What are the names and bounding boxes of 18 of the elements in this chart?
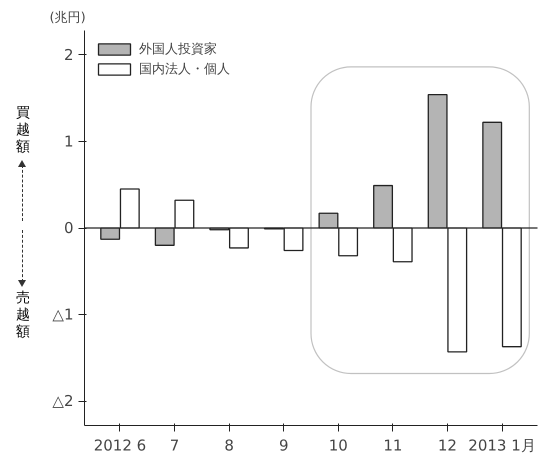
y-tick-label: △2 xyxy=(52,392,74,410)
x-tick-label: 10 xyxy=(328,436,348,454)
label-buy: 買越額 xyxy=(15,105,31,156)
y-tick-label: 2 xyxy=(64,46,74,64)
legend-label: 外国人投資家 xyxy=(139,41,217,58)
x-tick-label: 7 xyxy=(170,436,180,454)
x-tick-label: 9 xyxy=(278,436,288,454)
y-tick-label: 1 xyxy=(64,132,74,150)
label-sell: 売越額 xyxy=(15,290,31,341)
text: (兆円) xyxy=(50,10,86,26)
y-tick-label: △1 xyxy=(52,306,74,324)
x-tick-label: 11 xyxy=(383,436,402,454)
x-tick-label: 12 xyxy=(438,436,457,454)
legend-label: 国内法人・個人 xyxy=(139,61,230,78)
x-tick-label: 2012 6 xyxy=(94,436,146,454)
y-tick-label: 0 xyxy=(64,219,74,237)
x-tick-label: 8 xyxy=(224,436,234,454)
x-tick-label: 2013 1月 xyxy=(468,436,536,454)
